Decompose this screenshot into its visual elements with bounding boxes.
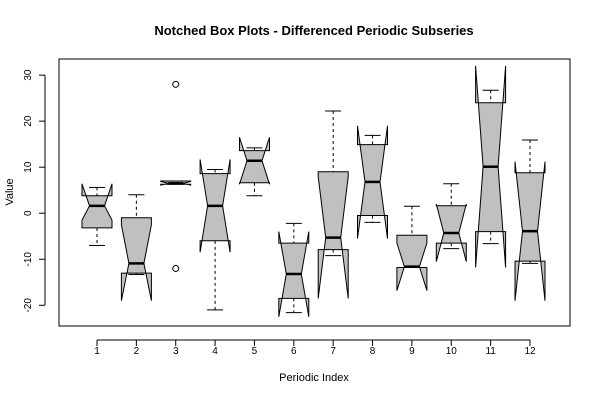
x-axis: 1 2 3 4 5 6 7 8 9 10 11 12: [94, 339, 536, 357]
y-axis-label: Value: [4, 178, 16, 205]
notched-box: [396, 234, 428, 291]
box-9: [396, 205, 428, 291]
x-axis-label: Periodic Index: [279, 372, 349, 384]
plot-frame: [58, 58, 571, 327]
x-tick-label: 7: [330, 346, 336, 357]
y-tick-label: 0: [23, 210, 34, 216]
box-1: [81, 183, 113, 246]
x-tick-label: 3: [173, 346, 179, 357]
outlier-point: [172, 264, 180, 272]
x-tick-label: 9: [409, 346, 415, 357]
y-axis: -20 -10 0 10 20 30: [23, 69, 46, 313]
x-tick-label: 2: [134, 346, 140, 357]
y-tick-label: 20: [23, 115, 34, 127]
y-tick-label: 10: [23, 161, 34, 173]
box-10: [435, 183, 467, 262]
plot-area: [58, 58, 571, 327]
notched-box: [120, 217, 152, 301]
notched-box: [317, 171, 349, 299]
box-7: [317, 110, 349, 299]
outlier-point: [172, 80, 180, 88]
x-tick-label: 8: [370, 346, 376, 357]
box-5: [239, 137, 270, 197]
y-tick-label: -20: [23, 298, 34, 313]
x-tick-label: 1: [94, 346, 100, 357]
box-6: [278, 222, 310, 317]
x-tick-label: 10: [446, 346, 458, 357]
x-tick-label: 12: [524, 346, 536, 357]
box-2: [120, 194, 152, 301]
box-11: [475, 65, 507, 268]
chart-title: Notched Box Plots - Differenced Periodic…: [154, 23, 473, 38]
box-3: [160, 80, 192, 272]
y-tick-label: 30: [23, 69, 34, 81]
box-4: [199, 159, 231, 311]
box-8: [357, 125, 388, 239]
x-tick-label: 11: [485, 346, 496, 357]
y-tick-label: -10: [23, 252, 34, 267]
box-12: [514, 139, 546, 301]
x-tick-label: 5: [252, 346, 258, 357]
x-tick-label: 6: [291, 346, 297, 357]
x-tick-label: 4: [212, 346, 218, 357]
